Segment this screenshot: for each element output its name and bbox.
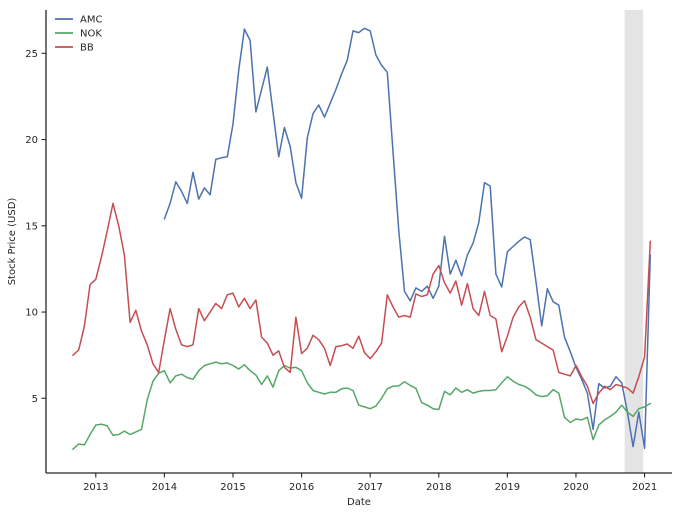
- y-tick-label: 10: [25, 308, 38, 319]
- y-tick-label: 15: [25, 221, 38, 232]
- x-tick-label: 2013: [83, 482, 108, 493]
- x-tick-label: 2018: [426, 482, 451, 493]
- y-tick-label: 20: [25, 135, 38, 146]
- y-tick-label: 5: [32, 394, 38, 405]
- series-line-NOK: [72, 361, 652, 450]
- x-tick-label: 2017: [357, 482, 382, 493]
- y-tick-label: 25: [25, 49, 38, 60]
- legend-label-AMC: AMC: [80, 15, 102, 26]
- x-tick-label: 2015: [220, 482, 245, 493]
- series-line-AMC: [163, 27, 652, 450]
- x-axis-label: Date: [347, 497, 371, 508]
- x-tick-label: 2019: [495, 482, 520, 493]
- x-tick-label: 2020: [563, 482, 588, 493]
- x-tick-label: 2014: [152, 482, 177, 493]
- highlight-band-2020-2021: [624, 10, 644, 473]
- legend-label-NOK: NOK: [80, 29, 102, 40]
- x-tick-label: 2021: [632, 482, 657, 493]
- y-axis-label: Stock Price (USD): [7, 198, 18, 286]
- series-line-BB: [72, 202, 652, 405]
- legend-label-BB: BB: [80, 43, 94, 54]
- x-tick-label: 2016: [289, 482, 314, 493]
